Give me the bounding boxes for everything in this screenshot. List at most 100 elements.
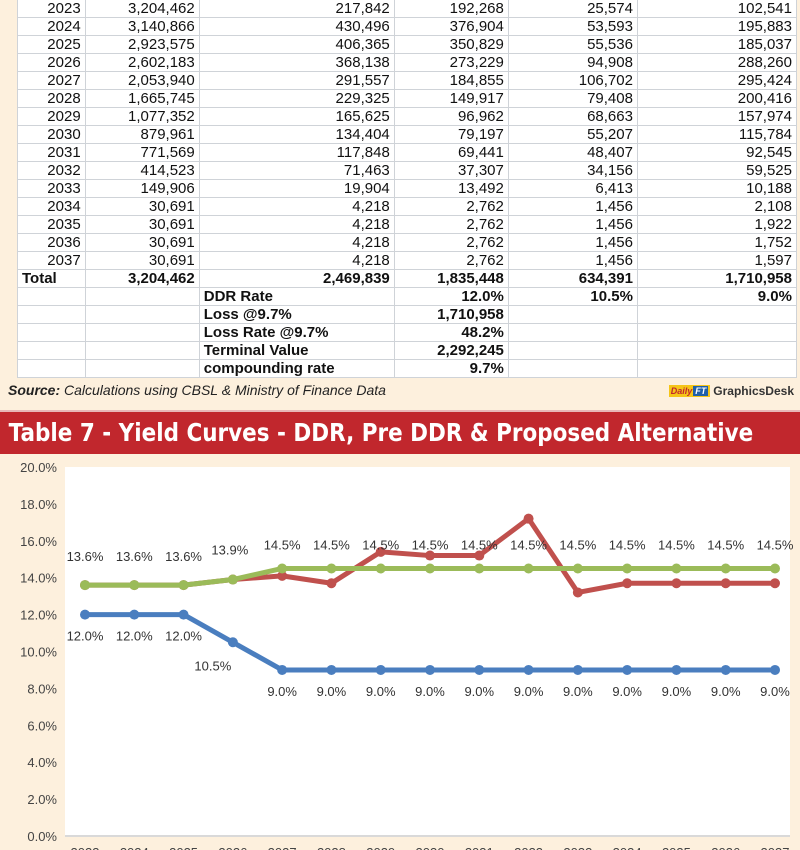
data-label: 12.0% (67, 629, 104, 644)
table-cell: 48.2% (393, 323, 509, 342)
table-cell: 376,904 (393, 17, 509, 36)
table-cell: 2035 (17, 215, 86, 234)
table-cell (507, 323, 638, 342)
x-tick-label: 2028 (317, 845, 346, 850)
table-cell: 30,691 (84, 215, 200, 234)
data-point (474, 550, 485, 561)
table-cell: 1,665,745 (84, 89, 200, 108)
table-cell (17, 359, 86, 378)
table-cell: 1,456 (507, 215, 638, 234)
chart-title-banner: Table 7 - Yield Curves - DDR, Pre DDR & … (0, 410, 800, 454)
table-cell: 92,545 (636, 143, 798, 162)
table-cell: 94,908 (507, 53, 638, 72)
x-tick-label: 2023 (71, 845, 100, 850)
data-label: 9.0% (711, 684, 741, 699)
table-row: 2036 30,691 4,218 2,762 1,456 1,752 (17, 233, 798, 252)
table-cell: 1,710,958 (636, 269, 798, 288)
table-cell (84, 341, 200, 360)
table-cell: 96,962 (393, 107, 509, 126)
data-point (277, 570, 288, 581)
table-cell: 106,702 (507, 71, 638, 90)
table-cell: Terminal Value (198, 341, 395, 360)
data-point (720, 664, 731, 675)
data-label: 12.0% (116, 629, 153, 644)
table-cell: 3,204,462 (84, 0, 200, 18)
table-cell: Loss @9.7% (198, 305, 395, 324)
y-tick-label: 12.0% (20, 608, 57, 623)
table-cell: 771,569 (84, 143, 200, 162)
table-cell: 2,762 (393, 197, 509, 216)
table-cell: 3,140,866 (84, 17, 200, 36)
table-cell: 2036 (17, 233, 86, 252)
table-cell: Loss Rate @9.7% (198, 323, 395, 342)
data-label: 9.0% (662, 684, 692, 699)
y-tick-label: 2.0% (27, 792, 57, 807)
table-cell: 1,710,958 (393, 305, 509, 324)
x-tick-label: 2027 (268, 845, 297, 850)
data-point (227, 637, 238, 648)
table-cell: 2026 (17, 53, 86, 72)
data-label: 13.6% (67, 549, 104, 564)
table-cell: 2034 (17, 197, 86, 216)
table-cell: 2025 (17, 35, 86, 54)
y-tick-label: 10.0% (20, 645, 57, 660)
table-cell: 1,835,448 (393, 269, 509, 288)
data-point (129, 609, 140, 620)
table-cell: 9.0% (636, 287, 798, 306)
table-cell: 634,391 (507, 269, 638, 288)
table-cell: 2,923,575 (84, 35, 200, 54)
table-row: 2029 1,077,352 165,625 96,962 68,663 157,974 (17, 107, 798, 126)
table-row: 2031 771,569 117,848 69,441 48,407 92,545 (17, 143, 798, 162)
summary-row: Terminal Value 2,292,245 (17, 341, 798, 360)
data-label: 9.0% (317, 684, 347, 699)
x-tick-label: 2033 (563, 845, 592, 850)
table-cell: 102,541 (636, 0, 798, 18)
data-label: 13.6% (116, 549, 153, 564)
data-point (770, 578, 780, 589)
data-point (622, 664, 633, 675)
y-tick-label: 6.0% (27, 718, 57, 733)
data-label: 14.5% (707, 537, 744, 552)
table-cell: 2028 (17, 89, 86, 108)
table-cell: 406,365 (198, 35, 395, 54)
brand-name: GraphicsDesk (713, 384, 794, 398)
data-point (227, 574, 238, 585)
y-tick-label: 20.0% (20, 460, 57, 475)
table-cell: 2,108 (636, 197, 798, 216)
table-cell: 2,292,245 (393, 341, 509, 360)
data-label: 9.0% (563, 684, 593, 699)
table-cell: 2033 (17, 179, 86, 198)
table-cell: 4,218 (198, 233, 395, 252)
table-cell: 2037 (17, 251, 86, 270)
data-label: 14.5% (510, 537, 547, 552)
data-label: 13.9% (211, 543, 248, 558)
x-tick-label: 2035 (662, 845, 691, 850)
table-cell: 4,218 (198, 251, 395, 270)
yield-curve-chart: 0.0% 2.0% 4.0% 6.0% 8.0% 10.0% 12.0% 14.0% 16.0%… (20, 460, 794, 850)
table-cell (636, 323, 798, 342)
table-cell: 71,463 (198, 161, 395, 180)
data-label: 13.6% (165, 549, 202, 564)
data-label: 9.0% (366, 684, 396, 699)
table-cell: 6,413 (507, 179, 638, 198)
table-cell: 4,218 (198, 197, 395, 216)
table-cell: 1,922 (636, 215, 798, 234)
data-label: 9.0% (760, 684, 790, 699)
table-cell: 134,404 (198, 125, 395, 144)
table-cell: 217,842 (198, 0, 395, 18)
table-cell: 2030 (17, 125, 86, 144)
data-point (375, 563, 386, 574)
data-point (326, 578, 337, 589)
y-tick-label: 16.0% (20, 534, 57, 549)
data-point (523, 513, 534, 524)
chart-title: Table 7 - Yield Curves - DDR, Pre DDR & … (8, 418, 754, 447)
table-cell: 37,307 (393, 161, 509, 180)
table-cell: 2,762 (393, 215, 509, 234)
table-cell (636, 359, 798, 378)
table-cell (84, 323, 200, 342)
brand: Daily FT GraphicsDesk (668, 384, 794, 398)
table-cell: 184,855 (393, 71, 509, 90)
data-point (671, 563, 682, 574)
data-point (375, 664, 386, 675)
x-tick-label: 2032 (514, 845, 543, 850)
